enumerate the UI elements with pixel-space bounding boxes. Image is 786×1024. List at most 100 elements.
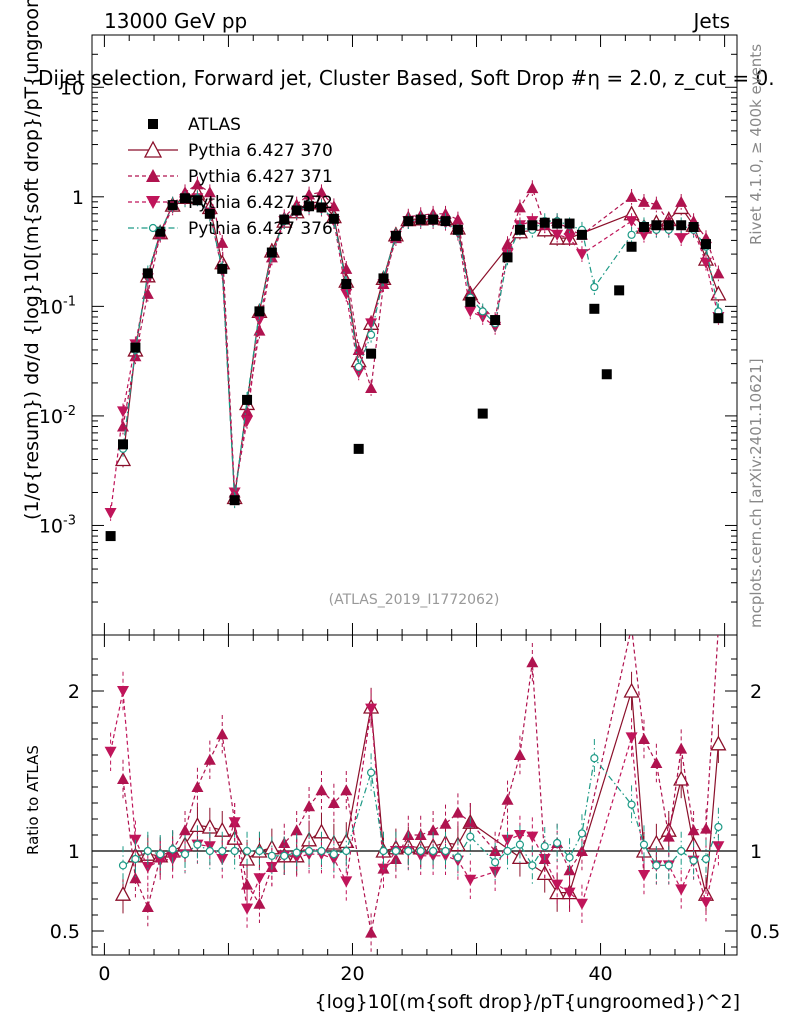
series-marker: [340, 262, 353, 274]
series-marker: [625, 732, 638, 744]
legend: ATLAS Pythia 6.427 370 Pythia 6.427 371 Pyt…: [128, 115, 333, 239]
data-point-marker: [353, 443, 364, 454]
data-point-marker: [217, 263, 228, 274]
ratio-y-tick-label: 0.5: [50, 921, 80, 943]
data-point-marker: [700, 239, 711, 250]
series-marker: [623, 682, 640, 698]
data-point-marker: [180, 193, 191, 204]
series-marker: [464, 874, 477, 886]
main-series-group: [104, 176, 727, 542]
series-marker: [553, 838, 562, 848]
series-marker: [466, 832, 475, 841]
series-marker: [303, 188, 316, 200]
data-point-marker: [651, 220, 662, 231]
data-point-marker: [155, 226, 166, 237]
series-marker: [216, 236, 229, 248]
series-marker: [577, 829, 587, 838]
ratio-y-tick-label: 1: [68, 841, 80, 863]
data-point-marker: [589, 303, 600, 314]
series-marker: [526, 182, 539, 194]
series-marker: [563, 233, 576, 245]
series-marker: [675, 884, 688, 896]
series-marker: [389, 853, 402, 864]
series-marker: [241, 878, 254, 890]
series-marker: [503, 846, 512, 856]
ratio-panel-frame: [91, 634, 738, 956]
series-marker: [391, 846, 400, 856]
series-marker: [625, 190, 638, 202]
data-point-marker: [118, 439, 129, 450]
series-marker: [439, 817, 452, 829]
series-marker: [689, 856, 698, 865]
main-panel: 10-3 10-2 10-1 1 10: [39, 34, 737, 636]
data-point-marker: [564, 218, 575, 229]
series-marker: [327, 797, 340, 808]
data-point-marker: [142, 268, 153, 279]
data-point-marker: [626, 241, 637, 252]
series-marker: [677, 846, 686, 856]
data-point-marker: [254, 306, 265, 317]
series-marker: [129, 872, 142, 884]
series-marker: [404, 846, 413, 856]
data-point-marker: [490, 315, 501, 326]
series-marker: [565, 853, 574, 862]
series-marker: [317, 846, 326, 856]
series-marker: [143, 846, 152, 856]
series-marker: [513, 201, 526, 213]
series-marker: [114, 885, 132, 901]
series-marker: [340, 784, 353, 796]
series-marker: [354, 362, 363, 372]
series-marker: [238, 850, 256, 866]
series-marker: [627, 230, 636, 239]
data-point-marker: [366, 348, 377, 359]
x-tick-label: 20: [340, 963, 364, 985]
series-marker: [662, 830, 675, 842]
series-marker: [451, 213, 464, 225]
legend-entry: Pythia 6.427 372: [188, 193, 333, 213]
series-marker: [253, 897, 266, 909]
data-point-marker: [440, 216, 451, 227]
series-marker: [575, 898, 588, 910]
series-marker: [379, 846, 388, 856]
series-marker: [280, 851, 289, 860]
series-marker: [365, 926, 378, 938]
series-marker: [131, 854, 140, 864]
series-marker: [590, 754, 599, 763]
series-marker: [652, 861, 661, 870]
series-marker: [639, 840, 649, 849]
series-marker: [528, 861, 537, 870]
series-marker: [203, 186, 216, 198]
series-marker: [253, 324, 266, 336]
series-marker: [242, 846, 252, 856]
series-marker: [114, 451, 132, 467]
analysis-id: (ATLAS_2019_I1772062): [329, 592, 500, 608]
y-tick-label: 1: [72, 187, 84, 209]
data-point-marker: [514, 224, 525, 235]
series-marker: [464, 306, 477, 318]
y-axis-label: (1/σ{resum}) dσ/d {log}10[(m{soft drop}/…: [21, 0, 43, 520]
series-marker: [513, 749, 526, 760]
series-marker: [675, 195, 688, 207]
series-marker: [241, 405, 254, 417]
series-marker: [429, 846, 438, 856]
series-marker: [241, 903, 254, 915]
x-axis-label: {log}10[(m{soft drop}/pT{ungroomed})^2]: [315, 991, 740, 1013]
data-point-marker: [105, 531, 116, 542]
data-point-marker: [378, 273, 389, 284]
data-point-marker: [477, 408, 488, 419]
data-point-marker: [502, 252, 513, 263]
rivet-label: Rivet 4.1.0, ≥ 400k events: [747, 44, 765, 245]
series-marker: [118, 861, 128, 870]
series-marker: [154, 855, 167, 867]
data-point-marker: [328, 213, 339, 224]
series-marker: [117, 686, 130, 697]
series-marker: [253, 873, 266, 885]
series-marker: [551, 879, 564, 891]
data-point-marker: [527, 220, 538, 231]
series-marker: [156, 850, 165, 859]
plot-title: Dijet selection, Forward jet, Cluster Ba…: [38, 66, 775, 90]
series-marker: [549, 884, 566, 900]
series-marker: [117, 773, 130, 784]
data-point-marker: [266, 247, 277, 258]
series-marker: [501, 834, 514, 846]
